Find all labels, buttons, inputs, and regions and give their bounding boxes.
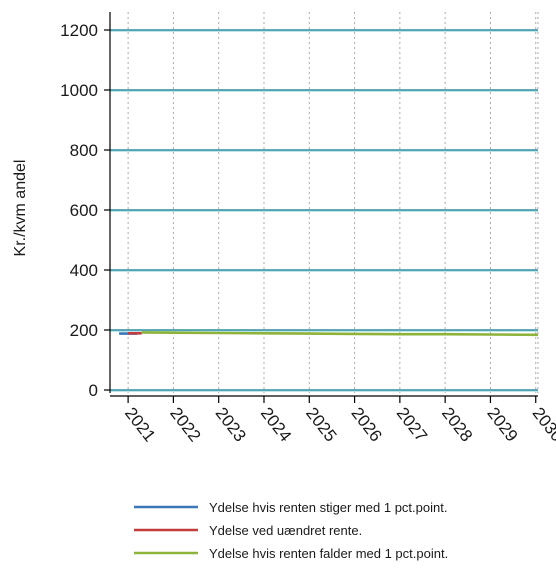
y-tick-label: 1200 <box>60 21 98 40</box>
x-tick-label: 2025 <box>302 404 340 446</box>
x-tick-label: 2028 <box>438 404 476 446</box>
axis-layer <box>104 12 538 403</box>
grid-layer <box>110 12 539 393</box>
legend-label: Ydelse hvis renten stiger med 1 pct.poin… <box>209 500 447 515</box>
legend-label: Ydelse hvis renten falder med 1 pct.poin… <box>209 546 448 561</box>
legend-label: Ydelse ved uændret rente. <box>209 523 362 538</box>
x-tick-label: 2029 <box>483 404 521 446</box>
series-layer <box>119 331 538 337</box>
x-tick-label: 2026 <box>347 404 385 446</box>
x-tick-label: 2021 <box>121 404 159 446</box>
y-tick-label: 800 <box>70 141 98 160</box>
series-line <box>141 331 538 337</box>
y-tick-label: 200 <box>70 321 98 340</box>
x-tick-label: 2022 <box>166 404 204 446</box>
legend: Ydelse hvis renten stiger med 1 pct.poin… <box>134 500 448 561</box>
x-tick-label: 2023 <box>212 404 250 446</box>
y-tick-label: 0 <box>89 381 98 400</box>
y-tick-label: 400 <box>70 261 98 280</box>
x-tick-label: 2027 <box>393 404 431 446</box>
y-axis-label: Kr./kvm andel <box>12 160 29 257</box>
x-tick-label: 2030 <box>529 404 556 446</box>
x-tick-label: 2024 <box>257 404 295 446</box>
y-tick-label: 1000 <box>60 81 98 100</box>
y-tick-label: 600 <box>70 201 98 220</box>
